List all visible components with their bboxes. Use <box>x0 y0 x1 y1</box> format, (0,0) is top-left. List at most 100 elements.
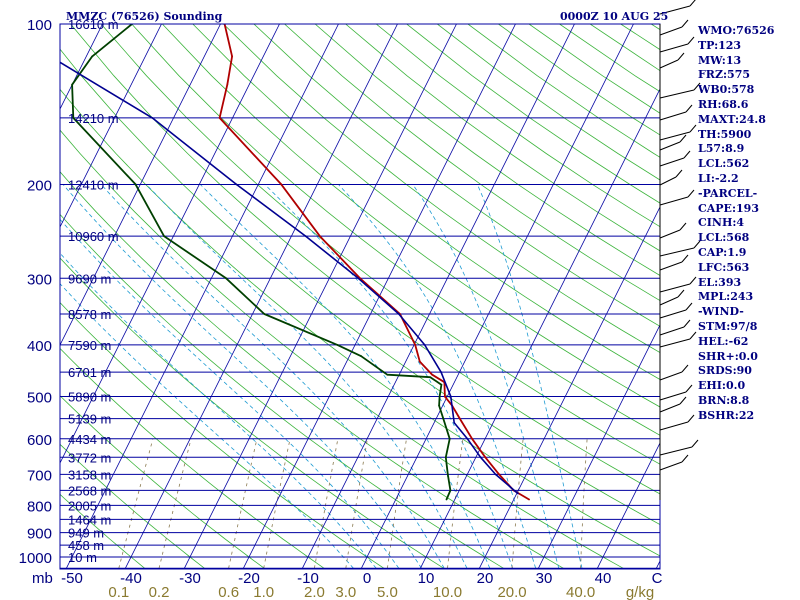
barb-staff <box>659 59 679 69</box>
height-label: 2568 m <box>68 483 111 498</box>
dry-adiabat <box>192 24 660 380</box>
wind-barb <box>659 169 683 186</box>
parcel-point <box>151 116 154 119</box>
moist-adiabat <box>100 184 445 569</box>
index-item: CINH:4 <box>698 216 745 230</box>
mixing-ratio-line <box>511 438 524 569</box>
index-item: RH:68.6 <box>698 97 749 111</box>
wind-barb <box>659 289 685 306</box>
wind-barbs <box>659 0 701 500</box>
barb-staff <box>659 296 679 306</box>
parcel-line <box>60 61 519 495</box>
index-item: LCL:568 <box>698 231 750 245</box>
barb-staff <box>659 43 689 53</box>
temperature-tick-label: -10 <box>297 570 319 587</box>
mixing-ratio-label: 0.2 <box>149 584 170 600</box>
wind-barb <box>659 0 696 15</box>
wind-barb <box>659 52 685 69</box>
index-item: STM:97/8 <box>698 319 758 333</box>
parcel-point <box>304 235 307 238</box>
temperature-point <box>471 437 474 440</box>
dry-adiabat <box>223 24 660 353</box>
temperature-tick-label: -40 <box>120 570 142 587</box>
mixing-ratio-label: 2.0 <box>304 584 325 600</box>
dry-adiabat <box>60 129 624 569</box>
barb-flag <box>679 222 687 231</box>
pressure-tick-label: 600 <box>27 432 52 449</box>
index-item: SRDS:90 <box>698 364 752 378</box>
temperature-point <box>280 183 283 186</box>
pressure-tick-label: 500 <box>27 390 52 407</box>
wind-barb <box>659 189 695 206</box>
dewpoint-point <box>134 183 137 186</box>
dewpoint-point <box>72 116 75 119</box>
temperature-point <box>528 498 530 501</box>
dry-adiabat <box>253 24 660 327</box>
dewpoint-point <box>442 417 445 420</box>
barb-staff <box>659 229 681 239</box>
dewpoint-point <box>440 383 443 386</box>
barb-staff <box>659 326 685 336</box>
temperature-point <box>231 55 233 58</box>
wind-barb <box>659 364 689 381</box>
barb-staff <box>659 421 689 431</box>
temperature-point <box>226 83 229 86</box>
barb-staff <box>659 89 695 99</box>
index-item: TH:5900 <box>698 127 752 141</box>
dewpoint-point <box>438 404 441 407</box>
barb-flag <box>689 0 696 7</box>
dewpoint-point <box>446 473 449 476</box>
isotherm <box>301 24 575 569</box>
dewpoint-point <box>71 83 74 86</box>
temperature-point <box>443 395 446 398</box>
parcel-point <box>423 343 426 346</box>
dewpoint-point <box>163 235 165 238</box>
temperature-point <box>418 360 421 363</box>
barb-flag <box>685 384 693 393</box>
mixing-ratio-line <box>345 438 368 569</box>
barb-staff <box>659 26 683 36</box>
parcel-point <box>357 277 360 280</box>
wind-barb <box>659 124 697 141</box>
wind-barb <box>659 302 693 319</box>
mixing-ratio-label: 3.0 <box>335 584 356 600</box>
dry-adiabat <box>60 443 205 569</box>
temperature-tick-label: 30 <box>536 570 553 587</box>
barb-flag <box>693 82 701 91</box>
dry-adiabat <box>60 493 145 569</box>
dewpoint-point <box>448 437 451 440</box>
mixing-ratio-label: 20.0 <box>497 584 526 600</box>
height-label: 4434 m <box>68 432 111 447</box>
wind-barb <box>659 396 687 413</box>
dewpoint-point <box>91 55 94 58</box>
barb-staff <box>659 461 683 471</box>
pressure-tick-label: 400 <box>27 338 52 355</box>
temperature-point <box>218 116 221 119</box>
dry-adiabat <box>131 24 660 436</box>
dewpoint-point <box>386 373 389 376</box>
index-item: MW:13 <box>698 53 742 67</box>
background-grid <box>60 24 660 569</box>
dewpoint-point <box>429 376 432 379</box>
index-item: -WIND- <box>698 305 744 319</box>
plot-frame <box>59 23 661 570</box>
barb-staff <box>659 5 691 15</box>
index-item: CAPE:193 <box>698 201 759 215</box>
barb-flag <box>681 254 689 263</box>
height-label: 5139 m <box>68 412 111 427</box>
pressure-tick-label: 100 <box>27 17 52 34</box>
height-label: 6701 m <box>68 365 111 380</box>
temperature-line <box>218 24 530 501</box>
barb-flag <box>685 302 693 311</box>
height-label: 3158 m <box>68 467 111 482</box>
index-item: EL:393 <box>698 275 742 289</box>
index-item: MAXT:24.8 <box>698 112 766 126</box>
index-item: -PARCEL- <box>698 186 758 200</box>
barb-staff <box>659 338 691 348</box>
barb-staff <box>659 111 687 121</box>
height-label: 3772 m <box>68 450 111 465</box>
mixing-ratio-line <box>580 438 588 569</box>
mixing-ratio-label: 10.0 <box>433 584 462 600</box>
dewpoint-point <box>445 498 448 501</box>
